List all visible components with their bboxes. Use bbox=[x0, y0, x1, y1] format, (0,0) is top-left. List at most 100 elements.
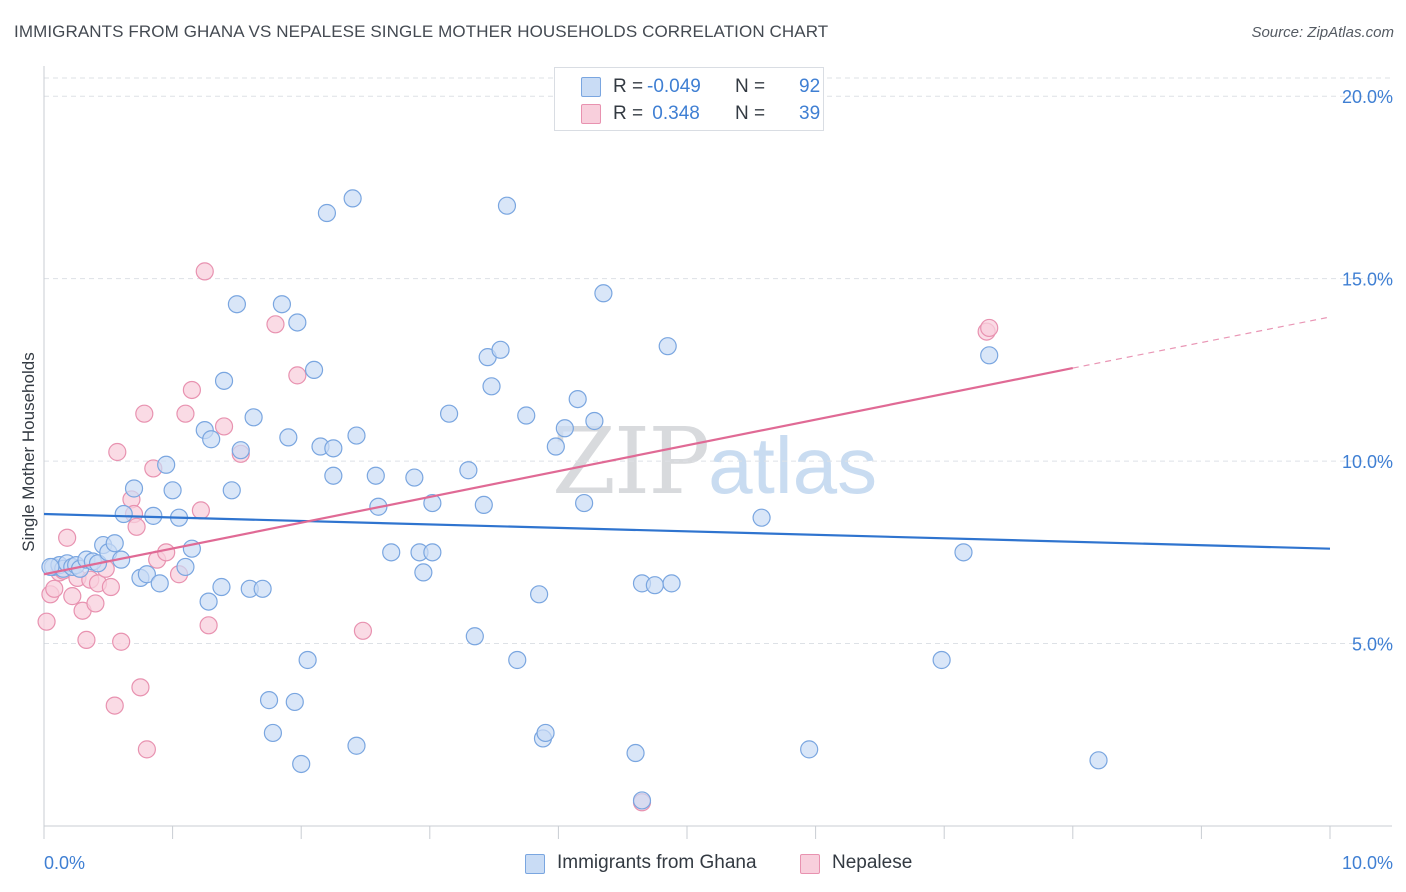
ghana-point bbox=[752, 508, 771, 527]
nepalese-trend-line bbox=[43, 366, 1074, 576]
legend-r-label: R = bbox=[613, 103, 644, 124]
legend-r-value: 0.348 bbox=[647, 103, 700, 124]
ghana-point bbox=[244, 408, 263, 427]
nepalese-point bbox=[131, 678, 150, 697]
nepalese-point bbox=[86, 594, 105, 613]
ghana-point bbox=[279, 428, 298, 447]
ghana-point bbox=[288, 313, 307, 332]
ghana-point bbox=[585, 411, 604, 431]
legend-n-value: 39 bbox=[799, 103, 821, 124]
ghana-point bbox=[324, 439, 343, 458]
ghana-point bbox=[317, 203, 337, 223]
nepalese-point bbox=[353, 621, 373, 640]
ghana-point bbox=[214, 371, 234, 390]
ghana-point bbox=[212, 577, 231, 597]
ghana-point bbox=[575, 493, 594, 513]
ghana-point bbox=[439, 404, 459, 423]
nepalese-point bbox=[266, 315, 285, 334]
ghana-point bbox=[272, 295, 292, 314]
ghana-point bbox=[491, 340, 510, 359]
y-tick-label: 15.0% bbox=[1342, 270, 1393, 290]
ghana-point bbox=[645, 576, 664, 595]
ghana-point bbox=[343, 189, 362, 208]
ghana-point bbox=[459, 461, 478, 480]
bottom-legend-label-nepalese: Nepalese bbox=[832, 852, 913, 873]
ghana-point bbox=[405, 468, 424, 487]
ghana-point bbox=[176, 557, 195, 577]
stats-legend: R = -0.049 N = 92 R = 0.348 N = 39 bbox=[554, 67, 824, 131]
nepalese-point bbox=[77, 630, 96, 650]
ghana-point bbox=[347, 736, 366, 755]
ghana-point bbox=[555, 419, 574, 438]
legend-r-label: R = bbox=[613, 76, 644, 97]
ghana-point bbox=[497, 196, 517, 215]
nepalese-point bbox=[45, 579, 64, 598]
ghana-point bbox=[124, 479, 144, 498]
ghana-point bbox=[263, 723, 283, 743]
ghana-point bbox=[954, 543, 973, 562]
nepalese-point bbox=[63, 587, 82, 606]
nepalese-point bbox=[108, 442, 127, 462]
ghana-point bbox=[474, 495, 493, 515]
ghana-point bbox=[157, 455, 176, 474]
ghana-point bbox=[114, 504, 133, 524]
ghana-point bbox=[253, 579, 272, 598]
x-tick-label: 0.0% bbox=[44, 853, 85, 873]
nepalese-point bbox=[112, 632, 131, 651]
ghana-point bbox=[199, 592, 218, 611]
nepalese-point bbox=[137, 740, 156, 759]
legend-n-value: 92 bbox=[799, 76, 821, 97]
nepalese-point bbox=[101, 577, 120, 597]
ghana-point bbox=[482, 377, 501, 396]
x-tick-label: 10.0% bbox=[1342, 853, 1393, 873]
nepalese-point bbox=[176, 404, 195, 423]
nepalese-point bbox=[127, 517, 146, 536]
ghana-point bbox=[508, 650, 527, 670]
y-axis-label: Single Mother Households bbox=[19, 352, 38, 551]
legend-n-label: N = bbox=[735, 103, 766, 124]
bottom-legend-swatch-nepalese bbox=[800, 854, 820, 874]
ghana-point bbox=[150, 574, 169, 593]
y-tick-label: 5.0% bbox=[1352, 635, 1393, 655]
ghana-point bbox=[800, 740, 819, 759]
ghana-point bbox=[530, 585, 549, 604]
nepalese-point bbox=[37, 612, 56, 631]
legend-swatch-nepalese bbox=[581, 104, 601, 124]
ghana-point bbox=[536, 723, 555, 743]
ghana-point bbox=[932, 650, 951, 670]
nepalese-point bbox=[191, 501, 210, 520]
nepalese-point bbox=[980, 318, 999, 338]
nepalese-trend-extension bbox=[1072, 316, 1331, 369]
nepalese-point bbox=[199, 616, 218, 635]
ghana-point bbox=[137, 565, 156, 584]
nepalese-point bbox=[195, 262, 214, 281]
nepalese-point bbox=[214, 417, 234, 436]
legend-swatch-ghana bbox=[581, 77, 601, 97]
nepalese-point bbox=[288, 366, 307, 385]
bottom-legend-swatch-ghana bbox=[525, 854, 545, 874]
ghana-point bbox=[163, 481, 182, 500]
ghana-point bbox=[222, 481, 241, 500]
ghana-point bbox=[382, 543, 401, 562]
ghana-point bbox=[662, 574, 681, 593]
bottom-legend-label-ghana: Immigrants from Ghana bbox=[557, 852, 757, 873]
ghana-point bbox=[366, 466, 385, 485]
y-tick-label: 20.0% bbox=[1342, 87, 1393, 107]
ghana-point bbox=[202, 430, 221, 449]
ghana-point bbox=[304, 360, 324, 380]
ghana-point bbox=[347, 426, 366, 445]
ghana-point bbox=[298, 650, 317, 670]
ghana-point bbox=[517, 406, 536, 425]
nepalese-point bbox=[58, 528, 77, 547]
ghana-point bbox=[546, 437, 565, 456]
chart-title: IMMIGRANTS FROM GHANA VS NEPALESE SINGLE… bbox=[14, 22, 829, 41]
ghana-point bbox=[1089, 751, 1108, 770]
ghana-point bbox=[465, 627, 484, 646]
ghana-point bbox=[227, 295, 246, 314]
ghana-point bbox=[568, 389, 587, 409]
ghana-point bbox=[423, 493, 442, 513]
ghana-point bbox=[292, 754, 311, 774]
ghana-point bbox=[285, 692, 304, 712]
ghana-point bbox=[980, 346, 999, 365]
